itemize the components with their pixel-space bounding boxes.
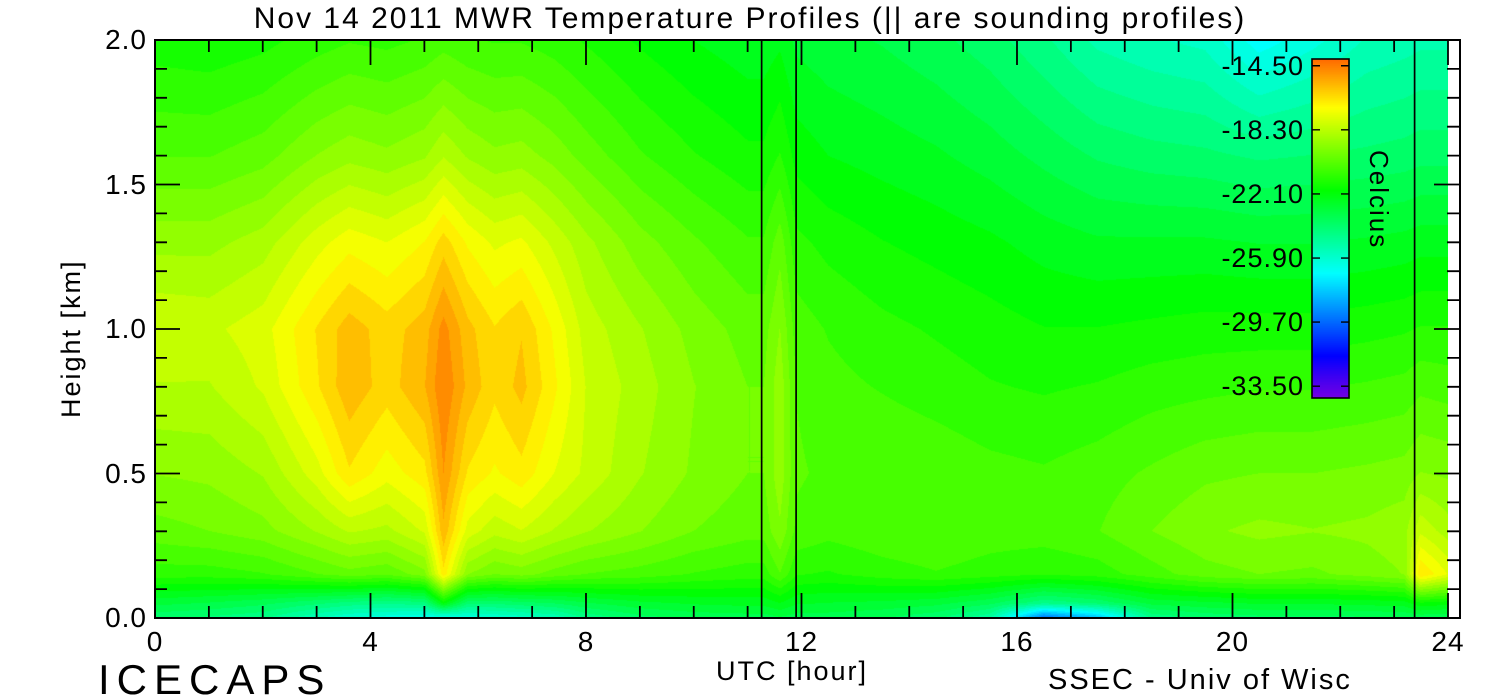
x-tick-label: 20 (1215, 626, 1250, 657)
x-tick-label: 4 (362, 626, 379, 657)
x-axis-label-text: UTC [hour] (715, 656, 869, 686)
colorbar-tick-label: -33.50 (1221, 371, 1304, 402)
ssec-branding: SSEC - Univ of Wisc (1048, 664, 1352, 696)
colorbar-title: Celcius (1364, 150, 1394, 250)
x-tick-label: 12 (784, 626, 819, 657)
colorbar-tick-label: -14.50 (1221, 50, 1304, 81)
y-tick-label: 1.0 (105, 313, 147, 344)
y-tick-label: 2.0 (105, 24, 147, 55)
x-tick-label: 24 (1431, 626, 1465, 657)
y-tick-label: 0.5 (105, 457, 147, 489)
colorbar-tick-label: -25.90 (1221, 243, 1304, 273)
y-tick-label: 0.0 (105, 602, 147, 633)
plot-title: Nov 14 2011 MWR Temperature Profiles (||… (253, 2, 1247, 35)
x-tick-label: 8 (577, 626, 595, 657)
x-tick-label: 16 (1000, 626, 1034, 657)
y-tick-label: 1.5 (105, 168, 147, 200)
colorbar-gradient-canvas (1312, 59, 1349, 398)
colorbar-tick-label: -22.10 (1221, 178, 1304, 209)
x-axis-label: UTC [hour] (0, 656, 1500, 687)
x-tick-label: 0 (146, 626, 164, 657)
colorbar-tick-label: -29.70 (1221, 307, 1304, 338)
colorbar-tick-label: -18.30 (1221, 114, 1304, 145)
icecaps-branding: ICECAPS (98, 656, 332, 700)
